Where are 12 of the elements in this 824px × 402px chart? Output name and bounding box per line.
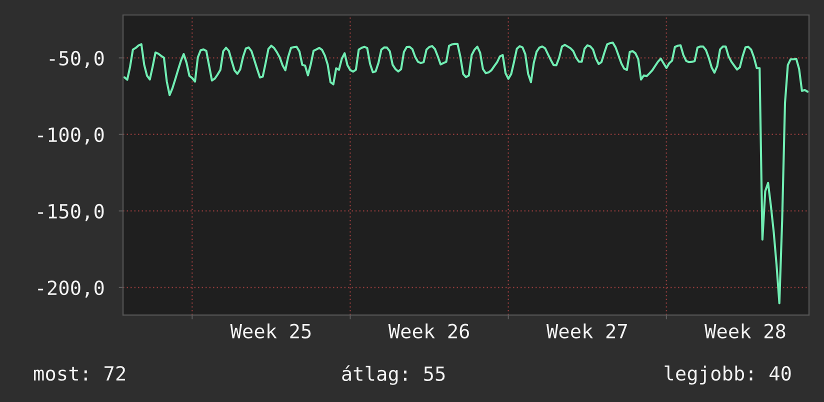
text: átlag: 55 [342,365,445,385]
y-tick-label: -50,0 [50,50,104,68]
y-tick-label: -200,0 [38,280,104,298]
text: legjobb: 40 [664,366,791,385]
x-tick-label: Week 27 [546,323,627,338]
x-tick-label: Week 26 [388,323,470,338]
line-series [123,42,809,304]
y-tick-label: -100,0 [38,127,104,145]
x-tick-label: Week 28 [704,323,786,338]
y-tick-label: -150,0 [38,204,104,222]
text: most: 72 [34,366,125,381]
x-tick-label: Week 25 [230,323,311,338]
